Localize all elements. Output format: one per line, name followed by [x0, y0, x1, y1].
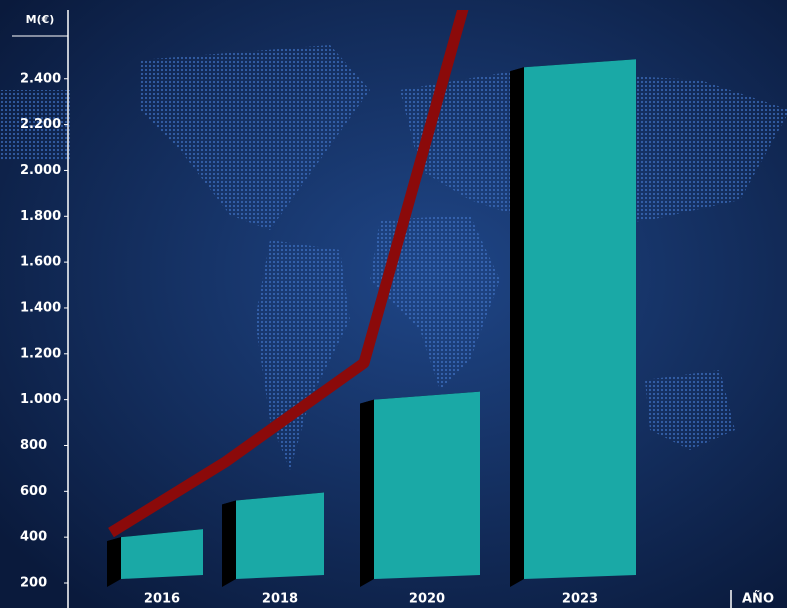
x-tick-label: 2023 [562, 592, 598, 607]
x-tick-label: 2020 [409, 592, 445, 607]
y-tick-label: 1.000 [20, 392, 61, 407]
bar-side [222, 500, 236, 587]
line [108, 10, 469, 538]
bar [374, 391, 480, 579]
y-tick-label: 1.400 [20, 300, 61, 315]
bar-side [107, 537, 121, 587]
x-axis-label: AÑO [742, 591, 774, 607]
bar-side [360, 399, 374, 587]
y-tick-label: 400 [20, 530, 47, 545]
y-tick-label: 2.400 [20, 71, 61, 86]
y-tick-label: 1.200 [20, 346, 61, 361]
y-tick-label: 200 [20, 576, 47, 591]
bar [524, 59, 636, 580]
y-axis-label: M(€) [26, 13, 55, 26]
y-tick-label: 2.200 [20, 117, 61, 132]
bar [121, 529, 203, 579]
y-tick-label: 600 [20, 484, 47, 499]
y-tick-label: 1.800 [20, 209, 61, 224]
bar-side [510, 67, 524, 588]
y-tick-label: 800 [20, 438, 47, 453]
y-tick-label: 1.600 [20, 255, 61, 270]
bar [236, 492, 324, 579]
x-tick-label: 2018 [262, 592, 298, 607]
y-tick-label: 2.000 [20, 163, 61, 178]
x-tick-label: 2016 [144, 592, 180, 607]
